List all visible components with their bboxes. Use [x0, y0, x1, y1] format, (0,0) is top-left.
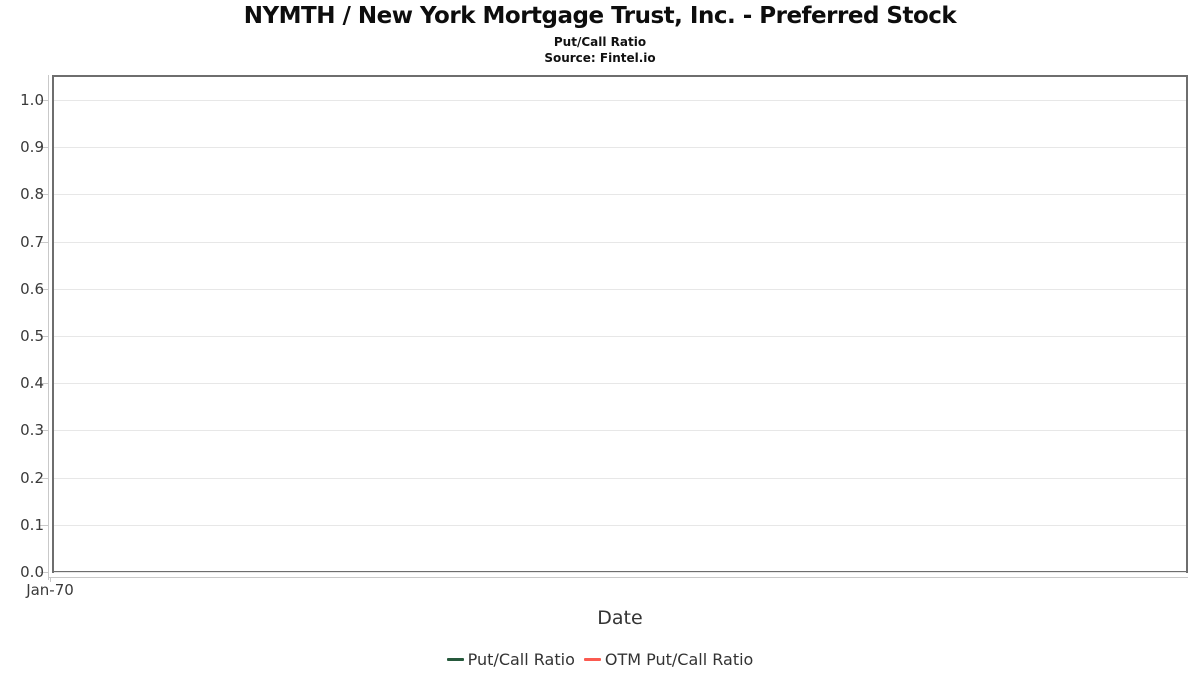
y-axis-tick-0.3: [40, 430, 49, 432]
y-axis-tick-0.7: [40, 241, 49, 243]
y-tick-label-0.2: 0.2: [20, 468, 44, 487]
gridline-y-0.8: [54, 194, 1186, 196]
legend: Put/Call Ratio OTM Put/Call Ratio: [0, 648, 1200, 670]
chart-subtitle: Put/Call Ratio: [553, 35, 647, 49]
x-tick-label: Jan-70: [26, 581, 74, 599]
y-axis-tick-0.4: [40, 383, 49, 385]
legend-item-otm-put-call-ratio[interactable]: OTM Put/Call Ratio: [583, 649, 754, 669]
y-axis-tick-0.2: [40, 477, 49, 479]
chart-source-label: Source: Fintel.io: [544, 51, 656, 65]
legend-line-swatch-green: [446, 657, 464, 661]
chart-title: NYMTH / New York Mortgage Trust, Inc. - …: [243, 3, 957, 29]
y-axis-tick-0.1: [40, 524, 49, 526]
y-tick-label-0.6: 0.6: [20, 279, 44, 298]
gridline-y-0.4: [54, 383, 1186, 385]
gridline-y-0.9: [54, 147, 1186, 149]
legend-line-swatch-red: [583, 657, 601, 661]
y-axis-tick-0.0: [40, 572, 49, 573]
plot-area: [52, 75, 1188, 573]
y-tick-label-0.9: 0.9: [20, 138, 44, 157]
y-axis-tick-0.6: [40, 288, 49, 290]
y-tick-label-0.4: 0.4: [20, 374, 44, 393]
gridline-y-0.3: [54, 430, 1186, 432]
gridline-y-0.2: [54, 477, 1186, 479]
y-tick-label-0.1: 0.1: [20, 515, 44, 534]
y-tick-label-0.0: 0.0: [20, 563, 44, 581]
x-axis-line: [48, 577, 1188, 578]
y-tick-label-0.3: 0.3: [20, 421, 44, 440]
legend-item-put-call-ratio[interactable]: Put/Call Ratio: [446, 649, 575, 669]
legend-label-put-call-ratio: Put/Call Ratio: [467, 649, 575, 669]
gridline-y-1.0: [54, 100, 1186, 101]
y-axis-tick-0.9: [40, 147, 49, 149]
y-tick-label-0.8: 0.8: [20, 185, 44, 204]
x-axis-title: Date: [597, 607, 643, 629]
gridline-y-0.1: [54, 524, 1186, 526]
x-axis-tick: [50, 577, 51, 582]
legend-label-otm-put-call-ratio: OTM Put/Call Ratio: [604, 649, 754, 669]
y-axis-line: [48, 75, 49, 580]
y-tick-label-1.0: 1.0: [20, 91, 44, 109]
gridline-y-0.6: [54, 288, 1186, 290]
gridline-y-0.5: [54, 336, 1186, 337]
y-axis-tick-1.0: [40, 100, 49, 101]
y-axis-tick-0.5: [40, 336, 49, 337]
gridline-y-0.0: [54, 572, 1186, 573]
y-tick-label-0.5: 0.5: [20, 327, 44, 345]
gridline-y-0.7: [54, 241, 1186, 243]
y-axis-tick-0.8: [40, 194, 49, 196]
y-tick-label-0.7: 0.7: [20, 232, 44, 251]
